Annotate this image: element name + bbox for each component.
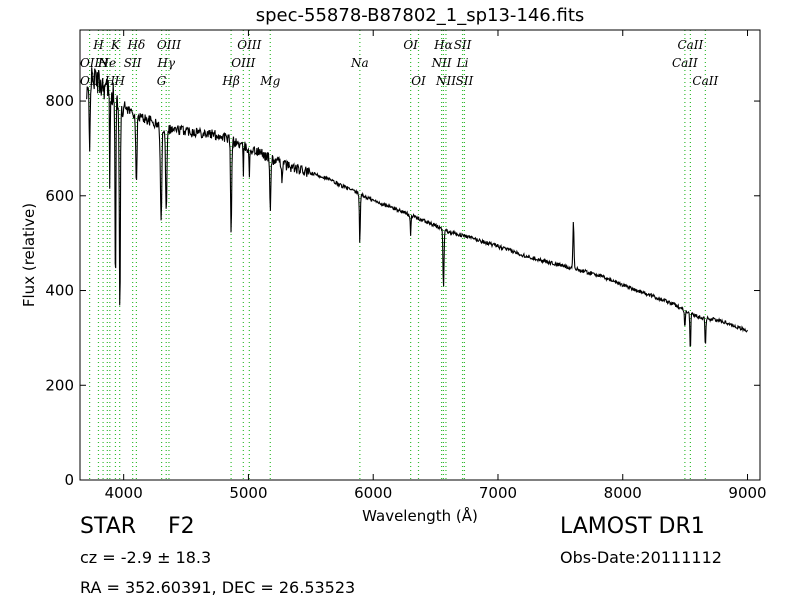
chart-title: spec-55878-B87802_1_sp13-146.fits [255, 5, 585, 26]
line-marker-label: H [104, 74, 116, 88]
line-marker-label: OIII [237, 38, 261, 52]
x-tick-label: 5000 [229, 484, 267, 502]
line-marker-label: CaII [692, 74, 718, 88]
y-tick-label: 800 [45, 92, 74, 110]
line-marker-label: NII [431, 56, 452, 70]
line-marker-label: H [97, 56, 109, 70]
line-marker-label: Na [350, 56, 369, 70]
line-marker-label: K [110, 38, 121, 52]
line-marker-label: Mg [259, 74, 280, 88]
line-marker-label: OIII [231, 56, 255, 70]
x-tick-label: 8000 [604, 484, 642, 502]
y-tick-label: 400 [45, 282, 74, 300]
line-marker-label: NII [435, 74, 456, 88]
line-marker-label: H [92, 38, 104, 52]
line-marker-label: Hα [433, 38, 453, 52]
line-marker-label: Hγ [156, 56, 175, 70]
x-tick-label: 4000 [105, 484, 143, 502]
y-tick-label: 0 [64, 471, 74, 489]
line-marker-label: CaII [672, 56, 698, 70]
x-tick-label: 6000 [354, 484, 392, 502]
line-marker-label: Li [456, 56, 469, 70]
line-marker-label: H [113, 74, 125, 88]
plot-frame [79, 29, 761, 481]
line-marker-label: Hβ [221, 74, 239, 88]
survey-name: LAMOST DR1 [560, 514, 705, 539]
object-subclass: F2 [168, 514, 195, 539]
line-marker-label: SII [454, 38, 472, 52]
x-axis-label: Wavelength (Å) [362, 506, 478, 525]
observation-date: Obs-Date:20111112 [560, 548, 722, 567]
y-tick-label: 600 [45, 187, 74, 205]
x-tick-label: 7000 [479, 484, 517, 502]
line-marker-label: OIII [157, 38, 181, 52]
line-marker-label: OI [403, 38, 418, 52]
line-marker-label: OII [80, 74, 100, 88]
line-marker-label: Hδ [127, 38, 146, 52]
line-marker-label: OI [411, 74, 426, 88]
x-tick-label: 9000 [728, 484, 766, 502]
y-tick-label: 200 [45, 376, 74, 394]
coordinates-text: RA = 352.60391, DEC = 26.53523 [80, 578, 356, 597]
line-marker-label: CaII [677, 38, 703, 52]
line-marker-label: G [157, 74, 167, 88]
line-marker-label: SII [456, 74, 474, 88]
line-marker-label: OII [80, 56, 100, 70]
line-marker-label: Ne [98, 56, 117, 70]
y-axis-label: Flux (relative) [20, 203, 38, 307]
spectrum-line [85, 67, 748, 347]
line-marker-label: SII [124, 56, 142, 70]
redshift-text: cz = -2.9 ± 18.3 [80, 548, 212, 567]
object-class: STAR [80, 514, 137, 539]
